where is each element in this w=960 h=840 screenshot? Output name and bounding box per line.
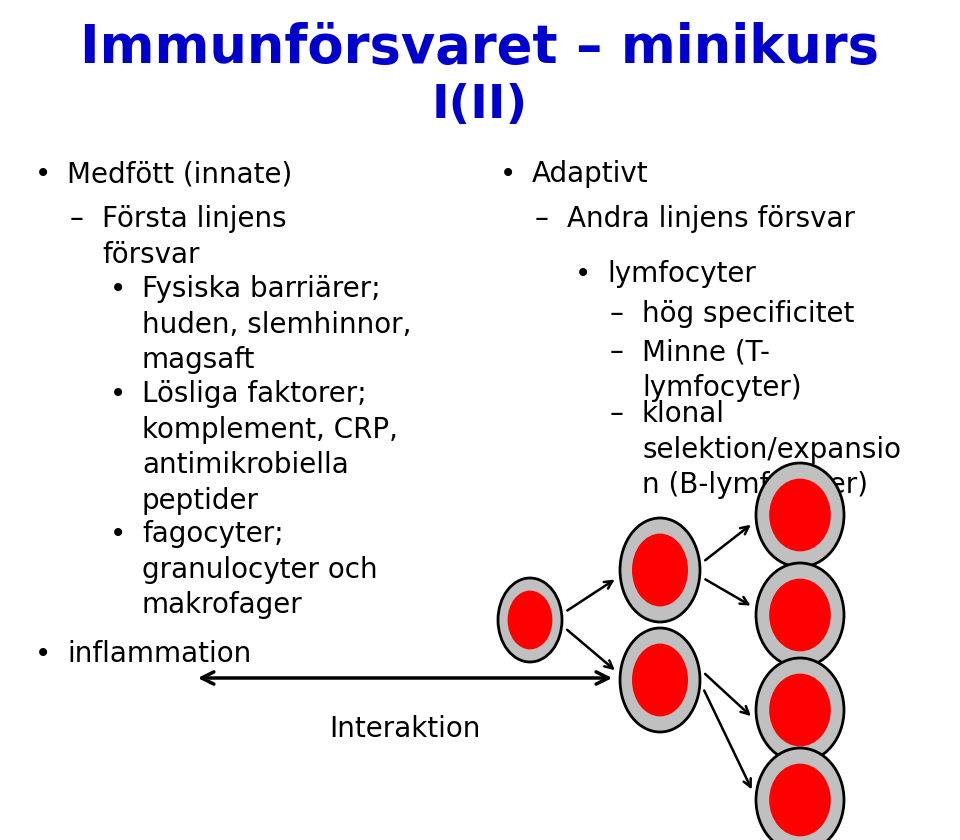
Text: •: • <box>35 160 51 188</box>
Text: Minne (T-
lymfocyter): Minne (T- lymfocyter) <box>642 338 802 402</box>
Text: •: • <box>110 380 127 408</box>
Ellipse shape <box>769 479 830 551</box>
Ellipse shape <box>756 563 844 667</box>
Text: •: • <box>110 520 127 548</box>
Text: inflammation: inflammation <box>67 640 252 668</box>
Text: Medfött (innate): Medfött (innate) <box>67 160 292 188</box>
Text: Andra linjens försvar: Andra linjens försvar <box>567 205 855 233</box>
Ellipse shape <box>620 518 700 622</box>
Text: –: – <box>535 205 549 233</box>
Text: •: • <box>500 160 516 188</box>
Text: klonal
selektion/expansio
n (B-lymfocyter): klonal selektion/expansio n (B-lymfocyte… <box>642 400 901 500</box>
Ellipse shape <box>769 579 830 651</box>
Text: •: • <box>110 275 127 303</box>
Text: Immunförsvaret – minikurs: Immunförsvaret – minikurs <box>81 22 879 74</box>
Ellipse shape <box>769 764 830 837</box>
Text: –: – <box>610 300 624 328</box>
Ellipse shape <box>508 591 552 649</box>
Text: hög specificitet: hög specificitet <box>642 300 854 328</box>
Text: Lösliga faktorer;
komplement, CRP,
antimikrobiella
peptider: Lösliga faktorer; komplement, CRP, antim… <box>142 380 398 515</box>
Text: Första linjens
försvar: Första linjens försvar <box>102 205 287 269</box>
Text: fagocyter;
granulocyter och
makrofager: fagocyter; granulocyter och makrofager <box>142 520 377 619</box>
Text: •: • <box>35 640 51 668</box>
Text: Adaptivt: Adaptivt <box>532 160 649 188</box>
Text: I(II): I(II) <box>432 82 528 128</box>
Ellipse shape <box>620 628 700 732</box>
Ellipse shape <box>756 658 844 762</box>
Text: Interaktion: Interaktion <box>329 715 481 743</box>
Ellipse shape <box>756 463 844 567</box>
Ellipse shape <box>632 643 688 717</box>
Text: lymfocyter: lymfocyter <box>607 260 756 288</box>
Ellipse shape <box>632 533 688 606</box>
Ellipse shape <box>498 578 562 662</box>
Text: –: – <box>70 205 84 233</box>
Text: –: – <box>610 338 624 366</box>
Text: –: – <box>610 400 624 428</box>
Ellipse shape <box>769 674 830 747</box>
Text: Fysiska barriärer;
huden, slemhinnor,
magsaft: Fysiska barriärer; huden, slemhinnor, ma… <box>142 275 412 375</box>
Ellipse shape <box>756 748 844 840</box>
Text: •: • <box>575 260 591 288</box>
